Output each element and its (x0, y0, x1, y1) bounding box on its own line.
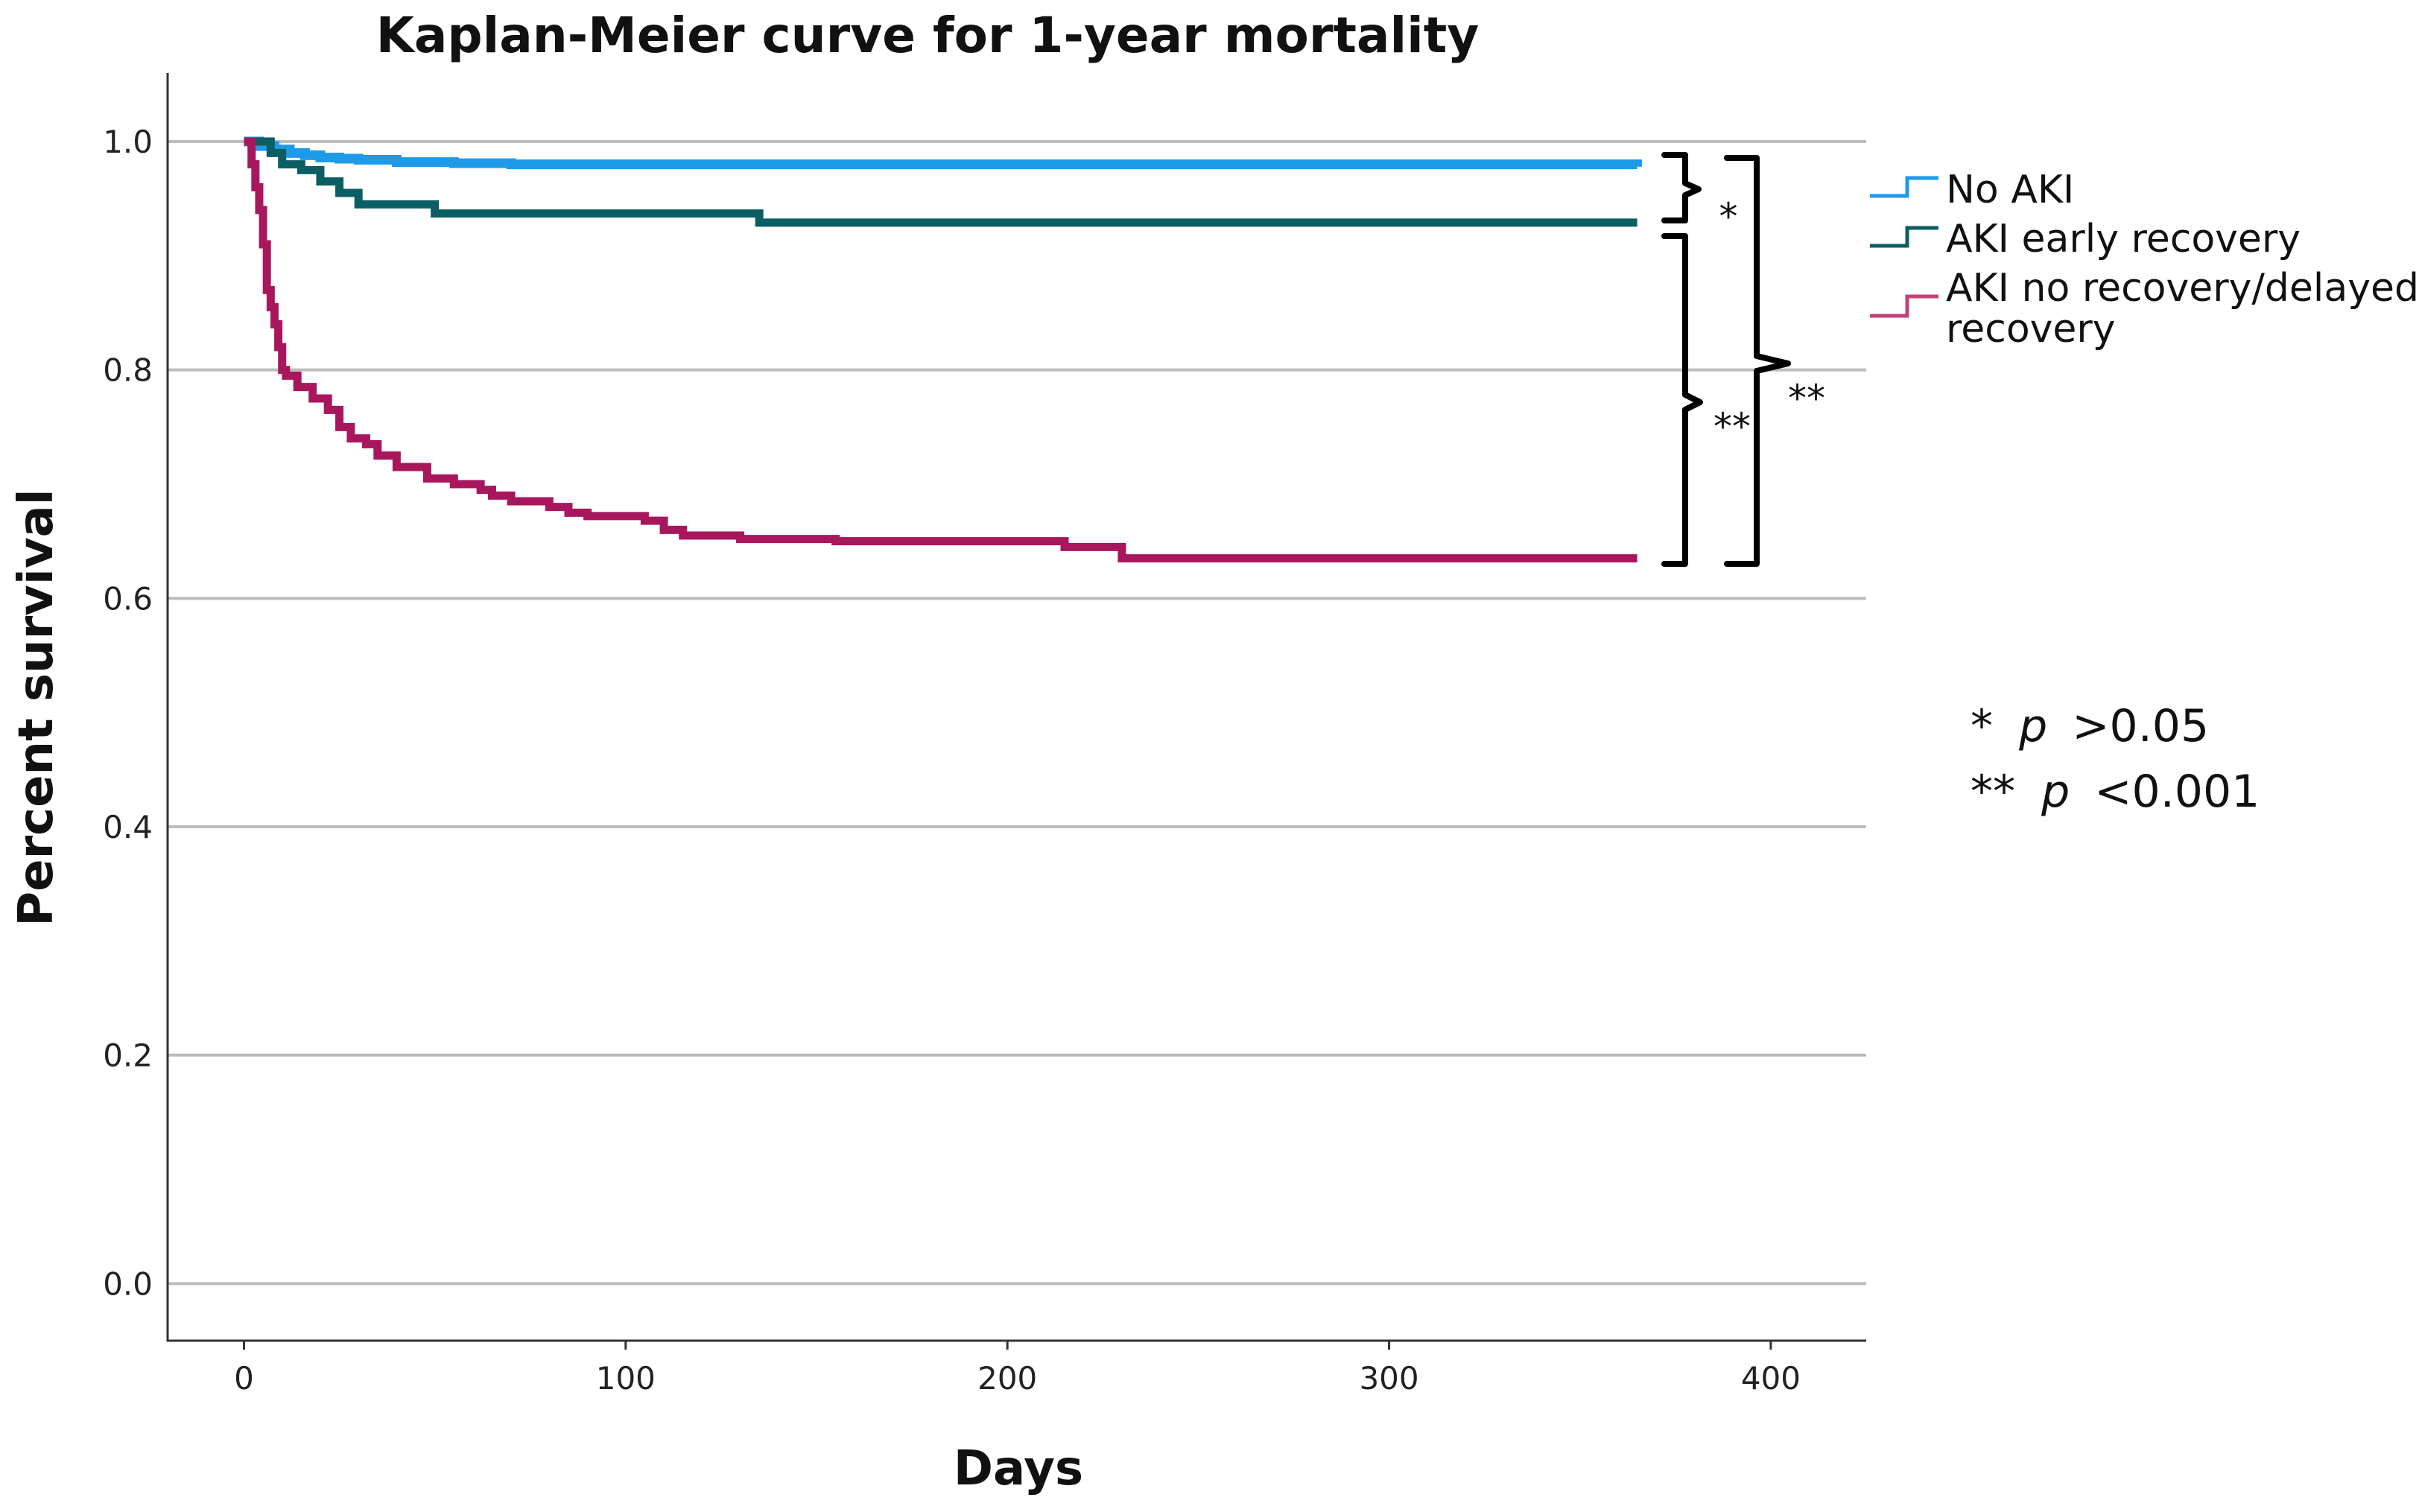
note-value-2: <0.001 (2094, 766, 2260, 818)
series-line-aki-no-recovery-delayed-recovery (244, 137, 1637, 563)
series-line-aki-early-recovery (244, 137, 1637, 227)
legend-item-aki-early-recovery: AKI early recovery (1870, 217, 2301, 261)
legend-label-no-recovery-line2: recovery (1946, 307, 2116, 352)
y-tick-label: 1.0 (103, 124, 153, 160)
x-tick-label: 100 (596, 1360, 656, 1397)
gridlines (168, 140, 1866, 1286)
x-tick-labels: 0 100 200 300 400 (234, 1341, 1801, 1397)
axes (166, 73, 1866, 1342)
y-tick-labels: 0.0 0.2 0.4 0.6 0.8 1.0 (103, 124, 153, 1302)
legend-label-no-recovery: AKI no recovery/delayed (1946, 266, 2419, 311)
brace-early-vs-no-recovery (1661, 233, 1703, 567)
legend-swatch-early-recovery (1870, 226, 1938, 248)
x-tick-label: 300 (1359, 1360, 1418, 1397)
legend-item-no-aki: No AKI (1870, 168, 2074, 212)
legend-swatch-no-recovery (1870, 294, 1938, 318)
brace-small-label: * (1719, 195, 1738, 238)
legend: No AKI AKI early recovery AKI no recover… (1870, 168, 2419, 352)
survival-curves (244, 136, 1643, 563)
brace-outer-label: ** (1788, 377, 1825, 420)
axis-lines (166, 73, 1866, 1342)
y-tick-label: 0.6 (103, 580, 153, 617)
x-axis-label: Days (954, 1441, 1083, 1496)
y-tick-label: 0.8 (103, 352, 153, 389)
note-p-gt-005: * p >0.05 (1971, 700, 2209, 752)
legend-swatch-no-aki (1870, 176, 1938, 198)
x-tick-label: 400 (1741, 1360, 1801, 1397)
x-tick-label: 0 (234, 1360, 254, 1397)
chart-title: Kaplan-Meier curve for 1-year mortality (376, 7, 1480, 64)
significance-braces: * ** ** (1661, 152, 1825, 567)
legend-label-early-recovery: AKI early recovery (1946, 217, 2301, 261)
brace-no-aki-vs-early (1661, 152, 1702, 223)
p-value-notes: * p >0.05 ** p <0.001 (1971, 700, 2260, 818)
y-tick-label: 0.4 (103, 809, 153, 845)
note-stars-1: * (1971, 700, 1993, 752)
x-tick-label: 200 (977, 1360, 1037, 1397)
y-tick-label: 0.2 (103, 1038, 153, 1074)
y-axis-label: Percent survival (9, 489, 64, 926)
brace-middle-label: ** (1713, 405, 1751, 448)
legend-label-no-aki: No AKI (1946, 168, 2074, 212)
note-value-1: >0.05 (2072, 700, 2209, 752)
note-stars-2: ** (1971, 766, 2015, 818)
y-tick-label: 0.0 (103, 1265, 153, 1302)
note-p-2: p (2041, 766, 2070, 818)
note-p-1: p (2018, 700, 2047, 752)
brace-no-aki-vs-no-recovery (1724, 155, 1791, 567)
legend-item-aki-no-recovery: AKI no recovery/delayed recovery (1870, 266, 2419, 352)
note-p-lt-0001: ** p <0.001 (1971, 766, 2260, 818)
series-line-no-aki (244, 136, 1643, 170)
